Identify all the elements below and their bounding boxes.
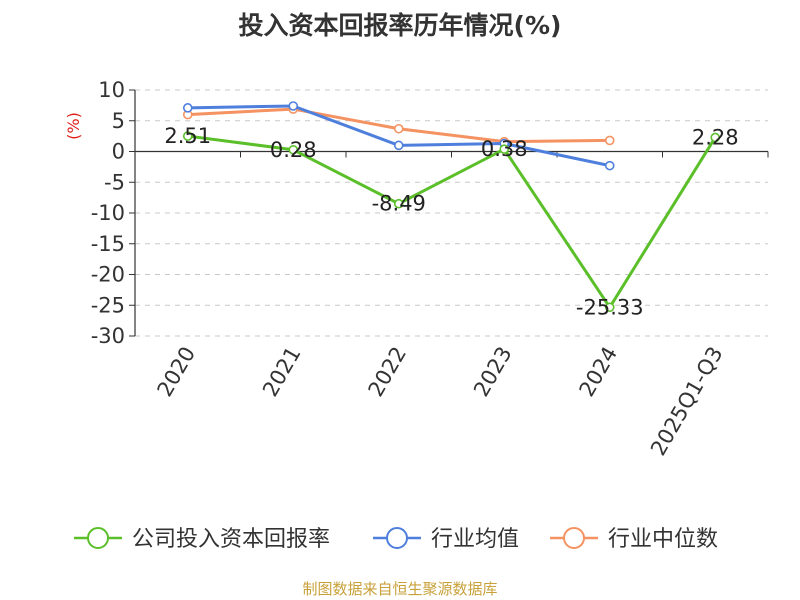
y-tick-label: -30 — [91, 324, 125, 348]
data-label: 2.51 — [164, 124, 211, 148]
data-labels: 2.51 0.28 -8.49 0.38 -25.33 2.28 — [164, 124, 738, 319]
y-tick-label: -10 — [91, 201, 125, 225]
x-tick-label: 2024 — [575, 343, 623, 401]
data-point[interactable] — [604, 160, 615, 171]
legend[interactable]: 公司投入资本回报率 行业均值 行业中位数 — [74, 527, 718, 552]
y-tick-label: -5 — [104, 170, 125, 194]
data-point[interactable] — [393, 123, 404, 134]
y-tick-label: -20 — [91, 263, 125, 287]
y-tick-label: -15 — [91, 232, 125, 256]
legend-marker — [87, 527, 109, 549]
data-point[interactable] — [393, 198, 404, 209]
data-point[interactable] — [604, 302, 615, 313]
data-label: -8.49 — [372, 192, 426, 216]
legend-item[interactable]: 行业均值 — [373, 527, 519, 552]
series-line — [187, 104, 611, 168]
data-point[interactable] — [604, 135, 615, 146]
legend-label: 行业中位数 — [608, 527, 718, 552]
chart-title: 投入资本回报率历年情况(%) — [239, 11, 562, 40]
data-point[interactable] — [288, 144, 299, 155]
data-point[interactable] — [182, 103, 193, 113]
y-tick-label: -25 — [91, 293, 125, 317]
data-label: 0.38 — [481, 137, 528, 161]
x-tick-label: 2020 — [153, 343, 201, 401]
y-tick-label: 0 — [112, 140, 125, 164]
data-point[interactable] — [288, 101, 299, 111]
x-tick-label: 2022 — [364, 343, 412, 401]
legend-marker — [386, 527, 408, 549]
data-label: -25.33 — [576, 295, 644, 319]
x-tick-label: 2023 — [469, 343, 517, 401]
data-point[interactable] — [393, 140, 404, 151]
legend-label: 公司投入资本回报率 — [132, 527, 330, 552]
y-tick-label: 10 — [98, 78, 125, 102]
series-line — [187, 134, 717, 309]
grid-lines — [135, 89, 768, 337]
y-tick-label: 5 — [112, 109, 125, 133]
y-axis-label: (%) — [64, 112, 83, 140]
series-lines — [182, 101, 721, 313]
x-tick-label: 2021 — [258, 343, 306, 401]
legend-item[interactable]: 公司投入资本回报率 — [74, 527, 330, 552]
legend-label: 行业均值 — [431, 527, 519, 552]
data-label: 2.28 — [692, 125, 739, 149]
data-source-note: 制图数据来自恒生聚源数据库 — [302, 580, 497, 598]
data-point[interactable] — [710, 132, 721, 143]
legend-marker — [563, 527, 585, 549]
data-point[interactable] — [182, 131, 193, 141]
x-tick-label: 2025Q1-Q3 — [646, 343, 728, 460]
legend-item[interactable]: 行业中位数 — [550, 527, 718, 552]
data-point[interactable] — [499, 144, 510, 154]
data-label: 0.28 — [270, 138, 317, 162]
